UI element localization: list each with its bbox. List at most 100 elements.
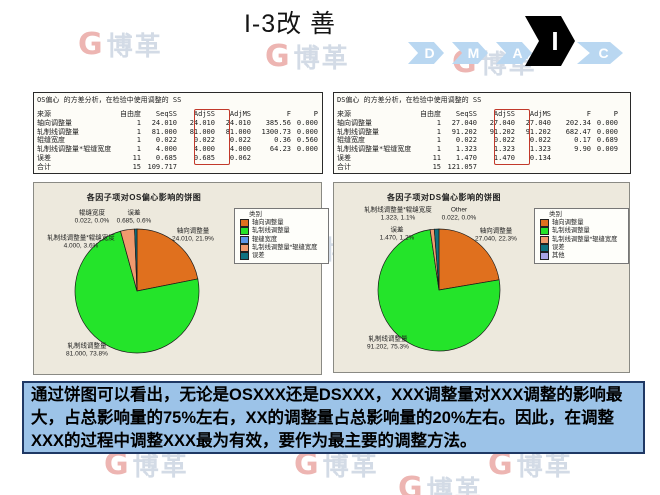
pie-slice-label: 误差 0.685, 0.6% — [117, 210, 152, 225]
anova-cell: 81.000 — [189, 127, 215, 136]
page-title: I-3改 善 — [243, 10, 337, 38]
anova-cell: 轴向调整量 — [337, 118, 372, 127]
anova-cell — [251, 163, 291, 172]
pie-label-name: 误差 — [390, 226, 404, 234]
anova-cell: 91.202 — [525, 127, 551, 136]
legend-label: 误差 — [252, 252, 265, 260]
dmaic-letter: D — [424, 45, 435, 61]
pie-slice-label: 轴向调整量 27.040, 22.3% — [475, 228, 517, 243]
pie-label-name: 辊缝宽度 — [78, 209, 105, 217]
anova-cell: 0.022 — [193, 136, 215, 145]
pie-slice — [74, 230, 200, 354]
anova-cell: 385.56 — [265, 118, 291, 127]
anova-header-cell: AdjMS — [529, 110, 551, 118]
legend-item: 轧制线调整量 — [540, 227, 628, 236]
pie-slice-label: 轧制线调整量 91.202, 75.3% — [367, 336, 409, 351]
anova-cell: 0.685 — [193, 153, 215, 162]
anova-header-cell: 来源 — [37, 110, 51, 118]
pie-label-name: 轧制线调整量*辊缝宽度 — [364, 206, 432, 214]
anova-cell — [591, 163, 618, 172]
anova-cell: 合计 — [337, 162, 351, 171]
pie-label-name: 轴向调整量 — [479, 227, 513, 235]
pie-label-name: 轧制线调整量 — [67, 342, 107, 350]
anova-cell: 1 — [136, 145, 141, 154]
pie-label-name: Other — [450, 206, 468, 214]
pie-label-value: 91.202, 75.3% — [367, 343, 409, 350]
adjss-highlight-box — [194, 109, 230, 165]
legend-swatch — [240, 227, 249, 236]
pie-label-value: 0.022, 0.0% — [74, 217, 110, 224]
anova-cell: 1 — [436, 145, 441, 154]
watermark-logo-icon: G — [78, 27, 103, 62]
legend-label: 轧制线调整量*辊缝宽度 — [252, 243, 318, 251]
dmaic-letter: C — [598, 45, 609, 61]
anova-cell: 0.000 — [596, 118, 618, 127]
anova-cell: 误差 — [337, 153, 351, 162]
anova-cell: 1.470 — [455, 153, 477, 162]
anova-header-cell: F — [586, 110, 591, 118]
anova-cell: 1 — [436, 118, 441, 127]
pie-panel-os: 各因子项对OS偏心影响的饼图 轴向调整量 24.010, 21.9% 轧制线调整量 8… — [33, 182, 329, 375]
anova-cell: 1.323 — [493, 145, 515, 154]
anova-cell: 24.010 — [225, 118, 251, 127]
legend-swatch — [540, 235, 549, 244]
pie-label-value: 0.022, 0.0% — [441, 214, 477, 221]
anova-cell: 1 — [136, 136, 141, 145]
anova-cell: 202.34 — [565, 118, 591, 127]
pie-label-name: 轧制线调整量*辊缝宽度 — [47, 234, 115, 242]
anova-cell: 1 — [136, 127, 141, 136]
anova-header-cell: 来源 — [337, 110, 351, 118]
anova-cell: 11 — [432, 153, 441, 162]
pie-label-value: 81.000, 73.8% — [66, 350, 108, 357]
pie-chart-title: 各因子项对DS偏心影响的饼图 — [386, 193, 502, 202]
legend-item: 误差 — [540, 244, 628, 253]
anova-cell: 1300.73 — [261, 127, 291, 136]
anova-cell: 轧制线调整量 — [337, 127, 379, 136]
anova-cell: 辊缝宽度 — [37, 136, 65, 145]
anova-cell: 4.000 — [193, 145, 215, 154]
legend-item: 轴向调整量 — [240, 219, 328, 228]
anova-cell: 24.010 — [151, 118, 177, 127]
dmaic-step-m: M — [452, 42, 488, 64]
dmaic-step-c: C — [577, 42, 623, 64]
anova-cell: 0.36 — [274, 136, 291, 145]
legend-swatch — [240, 235, 249, 244]
watermark-text: 博革 — [293, 43, 350, 73]
legend-label: 轴向调整量 — [552, 219, 584, 226]
anova-table-os: OS偏心 的方差分析，在检验中使用调整的 SS 来源 自由度 SeqSS AdjSS A… — [33, 92, 323, 174]
pie-slice-label: Other 0.022, 0.0% — [442, 207, 477, 222]
pie-slice-label: 轴向调整量 24.010, 21.9% — [172, 228, 214, 243]
dmaic-step-d: D — [408, 42, 444, 64]
legend-title: 类别 — [549, 211, 562, 218]
anova-cell: 合计 — [37, 162, 51, 171]
pie-legend: 类别 轴向调整量 轧制线调整量 轧制线调整量*辊缝宽度 误差 其他 — [534, 208, 629, 265]
anova-cell — [551, 163, 591, 172]
anova-cell: 27.040 — [525, 118, 551, 127]
legend-item: 轧制线调整量*辊缝宽度 — [240, 243, 328, 253]
anova-cell: 81.000 — [225, 127, 251, 136]
anova-header-cell: AdjSS — [193, 110, 215, 118]
anova-cell: 0.685 — [155, 153, 177, 162]
anova-cell — [291, 154, 318, 163]
anova-cell: 0.560 — [296, 136, 318, 145]
pie-label-value: 0.685, 0.6% — [116, 217, 152, 224]
anova-cell: 91.202 — [451, 127, 477, 136]
legend-item: 轴向调整量 — [540, 219, 628, 228]
anova-cell: 27.040 — [489, 118, 515, 127]
pie-slice — [134, 228, 138, 292]
anova-cell: 轴向调整量 — [37, 118, 72, 127]
anova-cell: 15 — [432, 162, 441, 171]
pie-label-name: 误差 — [127, 209, 141, 217]
anova-cell: 1.470 — [493, 153, 515, 162]
anova-cell: 0.134 — [529, 153, 551, 162]
legend-label: 轧制线调整量 — [252, 227, 290, 235]
anova-cell: 0.000 — [296, 127, 318, 136]
anova-cell — [291, 163, 318, 172]
dmaic-step-a: A — [496, 42, 532, 64]
pie-chart-title: 各因子项对OS偏心影响的饼图 — [86, 193, 202, 202]
anova-cell: 0.022 — [155, 136, 177, 145]
legend-swatch — [240, 219, 249, 228]
anova-cell: 0.17 — [574, 136, 591, 145]
pie-label-name: 轧制线调整量 — [368, 335, 408, 343]
legend-swatch — [540, 244, 549, 253]
